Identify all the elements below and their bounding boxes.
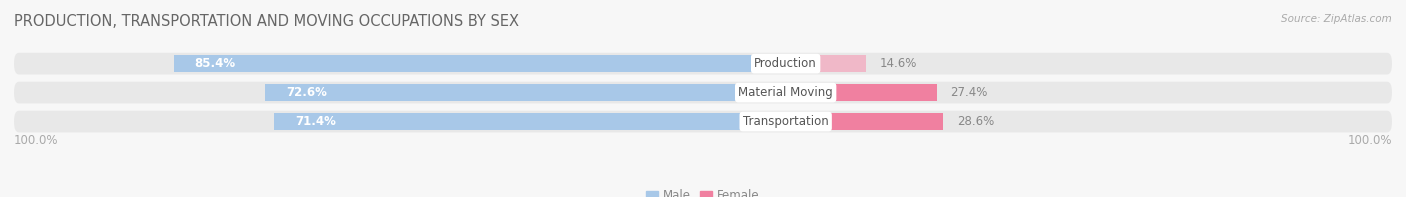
Text: 72.6%: 72.6%	[287, 86, 328, 99]
Text: 28.6%: 28.6%	[957, 115, 994, 128]
Text: PRODUCTION, TRANSPORTATION AND MOVING OCCUPATIONS BY SEX: PRODUCTION, TRANSPORTATION AND MOVING OC…	[14, 14, 519, 29]
Text: 14.6%: 14.6%	[880, 57, 917, 70]
Bar	[266, 84, 786, 101]
Text: 100.0%: 100.0%	[1347, 134, 1392, 147]
Bar	[174, 55, 786, 72]
FancyBboxPatch shape	[14, 111, 1392, 132]
Text: Transportation: Transportation	[742, 115, 828, 128]
Text: 100.0%: 100.0%	[14, 134, 59, 147]
Bar	[786, 84, 936, 101]
Text: 27.4%: 27.4%	[950, 86, 988, 99]
Text: Material Moving: Material Moving	[738, 86, 832, 99]
Text: Production: Production	[754, 57, 817, 70]
Bar	[786, 113, 943, 130]
FancyBboxPatch shape	[14, 53, 1392, 74]
Bar	[274, 113, 786, 130]
Text: 71.4%: 71.4%	[295, 115, 336, 128]
Bar	[786, 55, 866, 72]
Text: Source: ZipAtlas.com: Source: ZipAtlas.com	[1281, 14, 1392, 24]
Text: 85.4%: 85.4%	[194, 57, 236, 70]
Legend: Male, Female: Male, Female	[641, 184, 765, 197]
FancyBboxPatch shape	[14, 82, 1392, 103]
